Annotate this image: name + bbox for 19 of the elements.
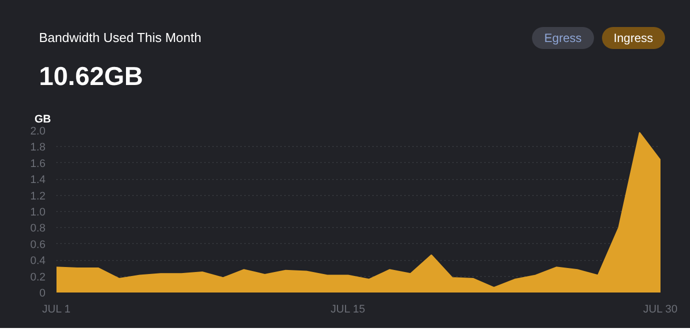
text: Ingress [602, 26, 665, 49]
y-tick-label: 0.2 [30, 271, 46, 284]
x-tick-label: JUL 15 [330, 304, 366, 316]
y-tick-label: 1.2 [30, 190, 46, 202]
y-axis-title: GB [34, 114, 52, 126]
y-tick-label: 0 [39, 288, 46, 300]
y-tick-label: 1.0 [30, 206, 46, 218]
x-tick-label: JUL 1 [42, 304, 70, 316]
chart-subtitle: 10.62GB [39, 60, 144, 93]
y-tick-label: 1.6 [30, 158, 46, 170]
x-tick-label: JUL 30 [643, 304, 678, 316]
y-tick-label: 0.6 [30, 238, 46, 251]
chart-title: Bandwidth Used This Month [39, 29, 202, 47]
text: Egress [532, 26, 594, 49]
y-tick-label: 1.4 [30, 174, 46, 186]
y-tick-label: 2.0 [30, 126, 46, 138]
y-tick-label: 0.4 [30, 255, 46, 268]
y-tick-label: 1.8 [30, 142, 46, 154]
y-tick-label: 0.8 [30, 222, 46, 235]
